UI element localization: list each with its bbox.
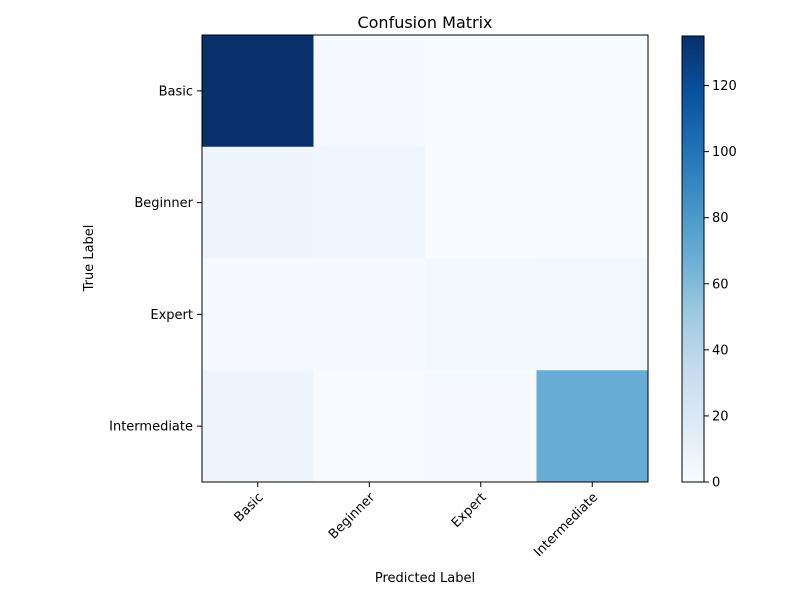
plot-frame	[201, 34, 649, 483]
heatmap-cell	[202, 146, 314, 259]
colorbar-ticks: 0 20 40 60 80 100 120	[704, 79, 737, 491]
heatmap-cell	[313, 146, 426, 259]
heatmap-cell	[425, 35, 537, 148]
heatmap-cells	[202, 35, 649, 483]
heatmap-cell	[536, 370, 649, 483]
y-tick-label: Intermediate	[109, 420, 193, 435]
colorbar-tick-label: 20	[712, 409, 729, 424]
x-axis-ticks: Basic Beginner Expert Intermediate	[232, 482, 601, 560]
x-tick-label: Expert	[449, 490, 490, 531]
x-axis-title: Predicted Label	[375, 571, 475, 586]
y-axis-ticks: Basic Beginner Expert Intermediate	[109, 84, 202, 435]
heatmap-cell	[536, 146, 649, 259]
heatmap-cell	[202, 370, 314, 483]
x-tick-label: Basic	[232, 490, 267, 525]
y-axis-title: True Label	[82, 225, 97, 293]
heatmap-cell	[202, 258, 314, 371]
y-tick-label: Basic	[159, 84, 193, 99]
x-tick-label: Beginner	[326, 490, 379, 543]
heatmap-cell	[313, 35, 426, 148]
heatmap-cell	[425, 258, 537, 371]
heatmap-cell	[536, 35, 649, 148]
colorbar-tick-label: 60	[712, 277, 729, 292]
heatmap-cell	[536, 258, 649, 371]
y-tick-label: Beginner	[134, 196, 193, 211]
chart-title: Confusion Matrix	[357, 13, 492, 32]
heatmap-cell	[313, 370, 426, 483]
colorbar-tick-label: 120	[712, 79, 737, 94]
colorbar-tick-label: 80	[712, 211, 729, 226]
colorbar-tick-label: 40	[712, 343, 729, 358]
heatmap-cell	[425, 146, 537, 259]
x-tick-label: Intermediate	[531, 490, 601, 560]
heatmap-cell	[425, 370, 537, 483]
heatmap-cell	[202, 35, 314, 148]
heatmap-cell	[313, 258, 426, 371]
colorbar	[681, 35, 705, 483]
y-tick-label: Expert	[150, 308, 193, 323]
colorbar-tick-label: 0	[712, 476, 720, 491]
colorbar-tick-label: 100	[712, 145, 737, 160]
